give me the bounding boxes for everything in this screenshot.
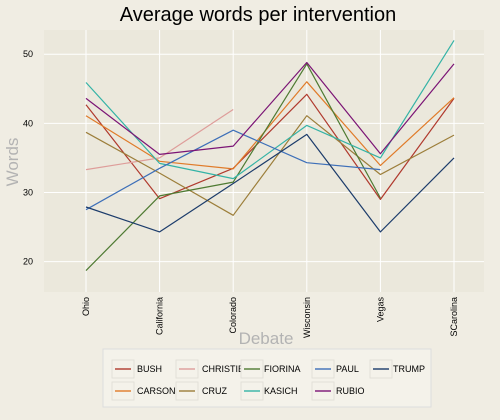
legend: BUSH CARSON CHRISTIE CRUZ FIORINA KASICH PAUL R… — [102, 348, 432, 408]
legend-label-paul: PAUL — [336, 364, 359, 374]
legend-label-trump: TRUMP — [393, 364, 425, 374]
x-tick-label: California — [155, 297, 165, 335]
series-lines — [85, 40, 455, 272]
y-axis-label: Words — [3, 138, 22, 187]
grid-lines — [44, 30, 484, 292]
x-tick-label: Wisconsin — [302, 297, 312, 338]
x-tick-label: SCarolina — [449, 297, 459, 337]
series-line-christie — [85, 108, 234, 171]
series-line-bush — [85, 93, 455, 200]
series-line-rubio — [85, 61, 455, 155]
x-axis-label: Debate — [239, 329, 294, 348]
x-tick-label: Vegas — [375, 297, 385, 323]
plot-area — [44, 30, 484, 292]
series-line-cruz — [85, 115, 455, 216]
legend-label-bush: BUSH — [137, 364, 162, 374]
x-axis-ticks: Ohio California Colorado Wisconsin Vegas SCar… — [81, 297, 459, 339]
legend-label-carson: CARSON — [137, 386, 176, 396]
series-line-trump — [85, 133, 455, 233]
legend-box — [102, 348, 432, 408]
y-tick-label: 30 — [23, 187, 33, 197]
series-line-carson — [85, 81, 455, 170]
x-tick-label: Ohio — [81, 297, 91, 316]
series-line-paul — [85, 129, 381, 211]
legend-label-rubio: RUBIO — [336, 386, 365, 396]
legend-label-kasich: KASICH — [264, 386, 298, 396]
y-tick-label: 20 — [23, 257, 33, 267]
series-line-fiorina — [85, 63, 381, 272]
x-tick-label: Colorado — [228, 297, 238, 334]
legend-label-cruz: CRUZ — [202, 386, 227, 396]
legend-label-fiorina: FIORINA — [264, 364, 301, 374]
y-tick-label: 40 — [23, 118, 33, 128]
chart-title: Average words per intervention — [120, 4, 396, 26]
y-tick-label: 50 — [23, 49, 33, 59]
y-axis-ticks: 20 30 40 50 — [23, 49, 33, 266]
legend-label-christie: CHRISTIE — [202, 364, 244, 374]
